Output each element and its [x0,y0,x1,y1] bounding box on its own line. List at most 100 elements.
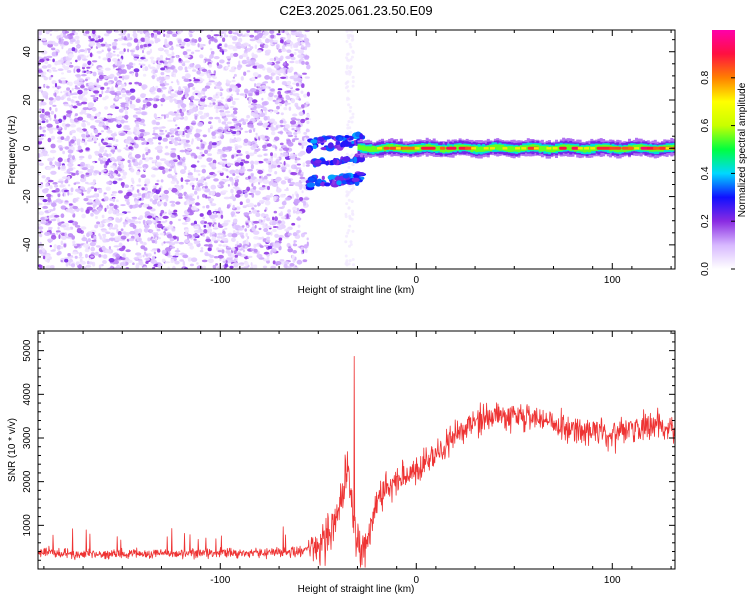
noise-blob [263,115,268,121]
noise-blob [185,133,190,139]
noise-blob [207,144,212,150]
noise-blob [226,61,231,65]
carrier-band-segment [456,144,460,151]
colorbar-ticks: 0.00.20.40.60.8 [700,70,735,276]
noise-blob [125,96,129,101]
noise-blob [247,175,251,180]
noise-blob [149,198,153,202]
noise-blob [57,68,64,71]
noise-blob [135,158,138,164]
noise-blob [207,104,213,108]
noise-blob [140,174,146,179]
noise-blob [109,205,112,211]
noise-blob [280,76,287,80]
noise-blob [181,76,186,80]
noise-blob [105,231,111,235]
noise-blob [134,154,141,159]
noise-blob [221,249,225,254]
noise-blob [213,163,217,167]
noise-blob [212,142,217,146]
noise-blob [47,43,53,48]
noise-blob [194,115,198,120]
noise-blob [249,211,252,215]
noise-blob [94,116,98,119]
noise-blob [234,254,238,258]
noise-blob [298,140,304,143]
noise-blob [282,147,290,151]
noise-blob [98,74,104,80]
noise-blob [213,34,220,37]
noise-blob [117,121,121,125]
noise-blob [132,30,137,34]
colorbar-tick-label: 0.8 [700,70,711,84]
noise-blob [352,263,355,267]
noise-blob [293,78,299,82]
noise-blob [192,91,195,96]
noise-blob [81,101,88,105]
noise-blob [206,210,212,216]
noise-blob [60,96,65,101]
noise-blob [262,179,269,185]
noise-blob [236,149,242,154]
noise-blob [276,105,280,110]
noise-blob [147,215,153,219]
noise-blob [257,202,261,207]
noise-blob [347,206,351,210]
noise-blob [150,174,156,178]
noise-blob [85,181,89,185]
noise-blob [92,179,96,184]
noise-blob [69,123,76,128]
noise-blob [297,152,304,157]
noise-blob [293,52,297,56]
noise-blob [180,169,186,175]
carrier-peak [590,147,596,150]
noise-blob [256,49,262,53]
noise-blob [55,198,62,202]
noise-blob [202,205,206,209]
figure-title: C2E3.2025.061.23.50.E09 [279,3,432,18]
carrier-peak [546,147,552,150]
noise-blob [106,136,109,141]
carrier-peak [446,146,457,150]
noise-blob [79,81,84,85]
noise-blob [147,43,152,47]
carrier-band-segment [508,146,511,152]
noise-blob [232,76,235,79]
noise-blob [242,53,248,58]
noise-blob [251,193,255,198]
noise-blob [87,238,92,243]
noise-blob [180,111,185,117]
noise-blob [64,146,69,150]
noise-blob [67,191,70,196]
noise-blob [186,217,191,223]
noise-blob [87,106,93,109]
noise-blob [119,257,126,261]
noise-blob [108,153,112,157]
noise-blob [91,60,98,63]
noise-blob [277,186,280,190]
noise-blob [296,106,302,110]
noise-blob [219,88,224,91]
noise-blob [38,56,43,60]
noise-blob [268,92,274,98]
noise-blob [187,82,194,88]
x-tick-label: -100 [210,575,230,586]
noise-blob [274,171,278,175]
noise-blob [164,80,167,86]
noise-blob [347,198,351,202]
noise-blob [98,56,101,59]
noise-blob [243,138,249,143]
noise-blob [94,224,99,229]
carrier-band-segment [512,146,516,152]
noise-blob [213,56,220,60]
noise-blob [110,53,117,57]
noise-blob [50,74,54,78]
noise-blob [39,264,43,269]
noise-blob [139,30,143,35]
noise-blob [68,64,74,68]
noise-blob [186,148,193,151]
noise-blob [96,221,101,225]
noise-blob [74,85,78,88]
noise-blob [281,201,287,206]
noise-blob [267,136,270,140]
